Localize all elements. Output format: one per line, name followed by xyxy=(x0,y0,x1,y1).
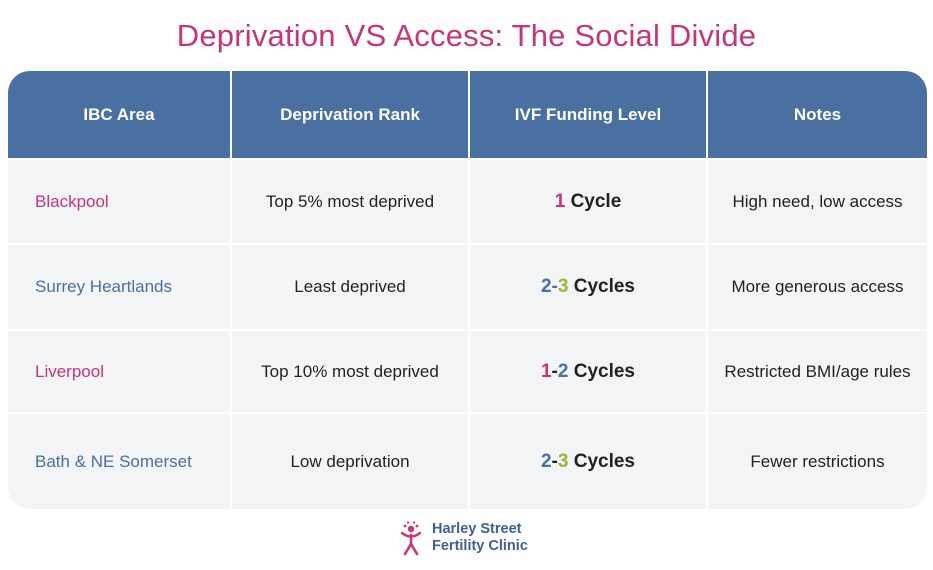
row-3-area: Liverpool xyxy=(8,331,230,412)
comparison-table: IBC Area Deprivation Rank IVF Funding Le… xyxy=(8,71,927,509)
funding-min: 2 xyxy=(540,450,552,472)
funding-label: Cycles xyxy=(573,360,636,382)
funding-separator: - xyxy=(551,450,558,472)
funding-label: Cycles xyxy=(573,276,636,297)
fertility-figure-icon xyxy=(398,520,424,556)
funding-min: 1 xyxy=(554,190,566,212)
header-ibc-area: IBC Area xyxy=(8,71,230,158)
funding-max: 3 xyxy=(557,276,569,297)
row-4-funding: 2 - 3 Cycles xyxy=(470,414,706,509)
row-3-funding: 1 - 2 Cycles xyxy=(470,331,706,412)
row-2-notes: More generous access xyxy=(708,245,927,329)
funding-max: 3 xyxy=(557,450,569,472)
funding-separator: - xyxy=(551,276,558,297)
header-deprivation-rank: Deprivation Rank xyxy=(232,71,468,158)
funding-label: Cycles xyxy=(573,450,636,472)
logo-line-2: Fertility Clinic xyxy=(432,538,528,554)
row-2-area: Surrey Heartlands xyxy=(8,245,230,329)
funding-max: 2 xyxy=(557,360,569,382)
header-notes: Notes xyxy=(708,71,927,158)
funding-separator: - xyxy=(551,360,558,382)
row-4-rank: Low deprivation xyxy=(232,414,468,509)
header-ivf-funding-level: IVF Funding Level xyxy=(470,71,706,158)
page-title: Deprivation VS Access: The Social Divide xyxy=(176,18,757,53)
row-1-funding: 1 Cycle xyxy=(470,160,706,243)
row-4-notes: Fewer restrictions xyxy=(708,414,927,509)
funding-min: 1 xyxy=(540,360,552,382)
funding-min: 2 xyxy=(540,276,552,297)
row-1-rank: Top 5% most deprived xyxy=(232,160,468,243)
row-3-notes: Restricted BMI/age rules xyxy=(708,331,927,412)
clinic-logo: Harley Street Fertility Clinic xyxy=(398,520,528,556)
row-4-area: Bath & NE Somerset xyxy=(8,414,230,509)
logo-line-1: Harley Street xyxy=(432,521,522,537)
row-3-rank: Top 10% most deprived xyxy=(232,331,468,412)
row-2-rank: Least deprived xyxy=(232,245,468,329)
row-1-area: Blackpool xyxy=(8,160,230,243)
funding-label: Cycle xyxy=(570,190,622,212)
row-1-notes: High need, low access xyxy=(708,160,927,243)
row-2-funding: 2 -3 Cycles xyxy=(470,245,706,329)
